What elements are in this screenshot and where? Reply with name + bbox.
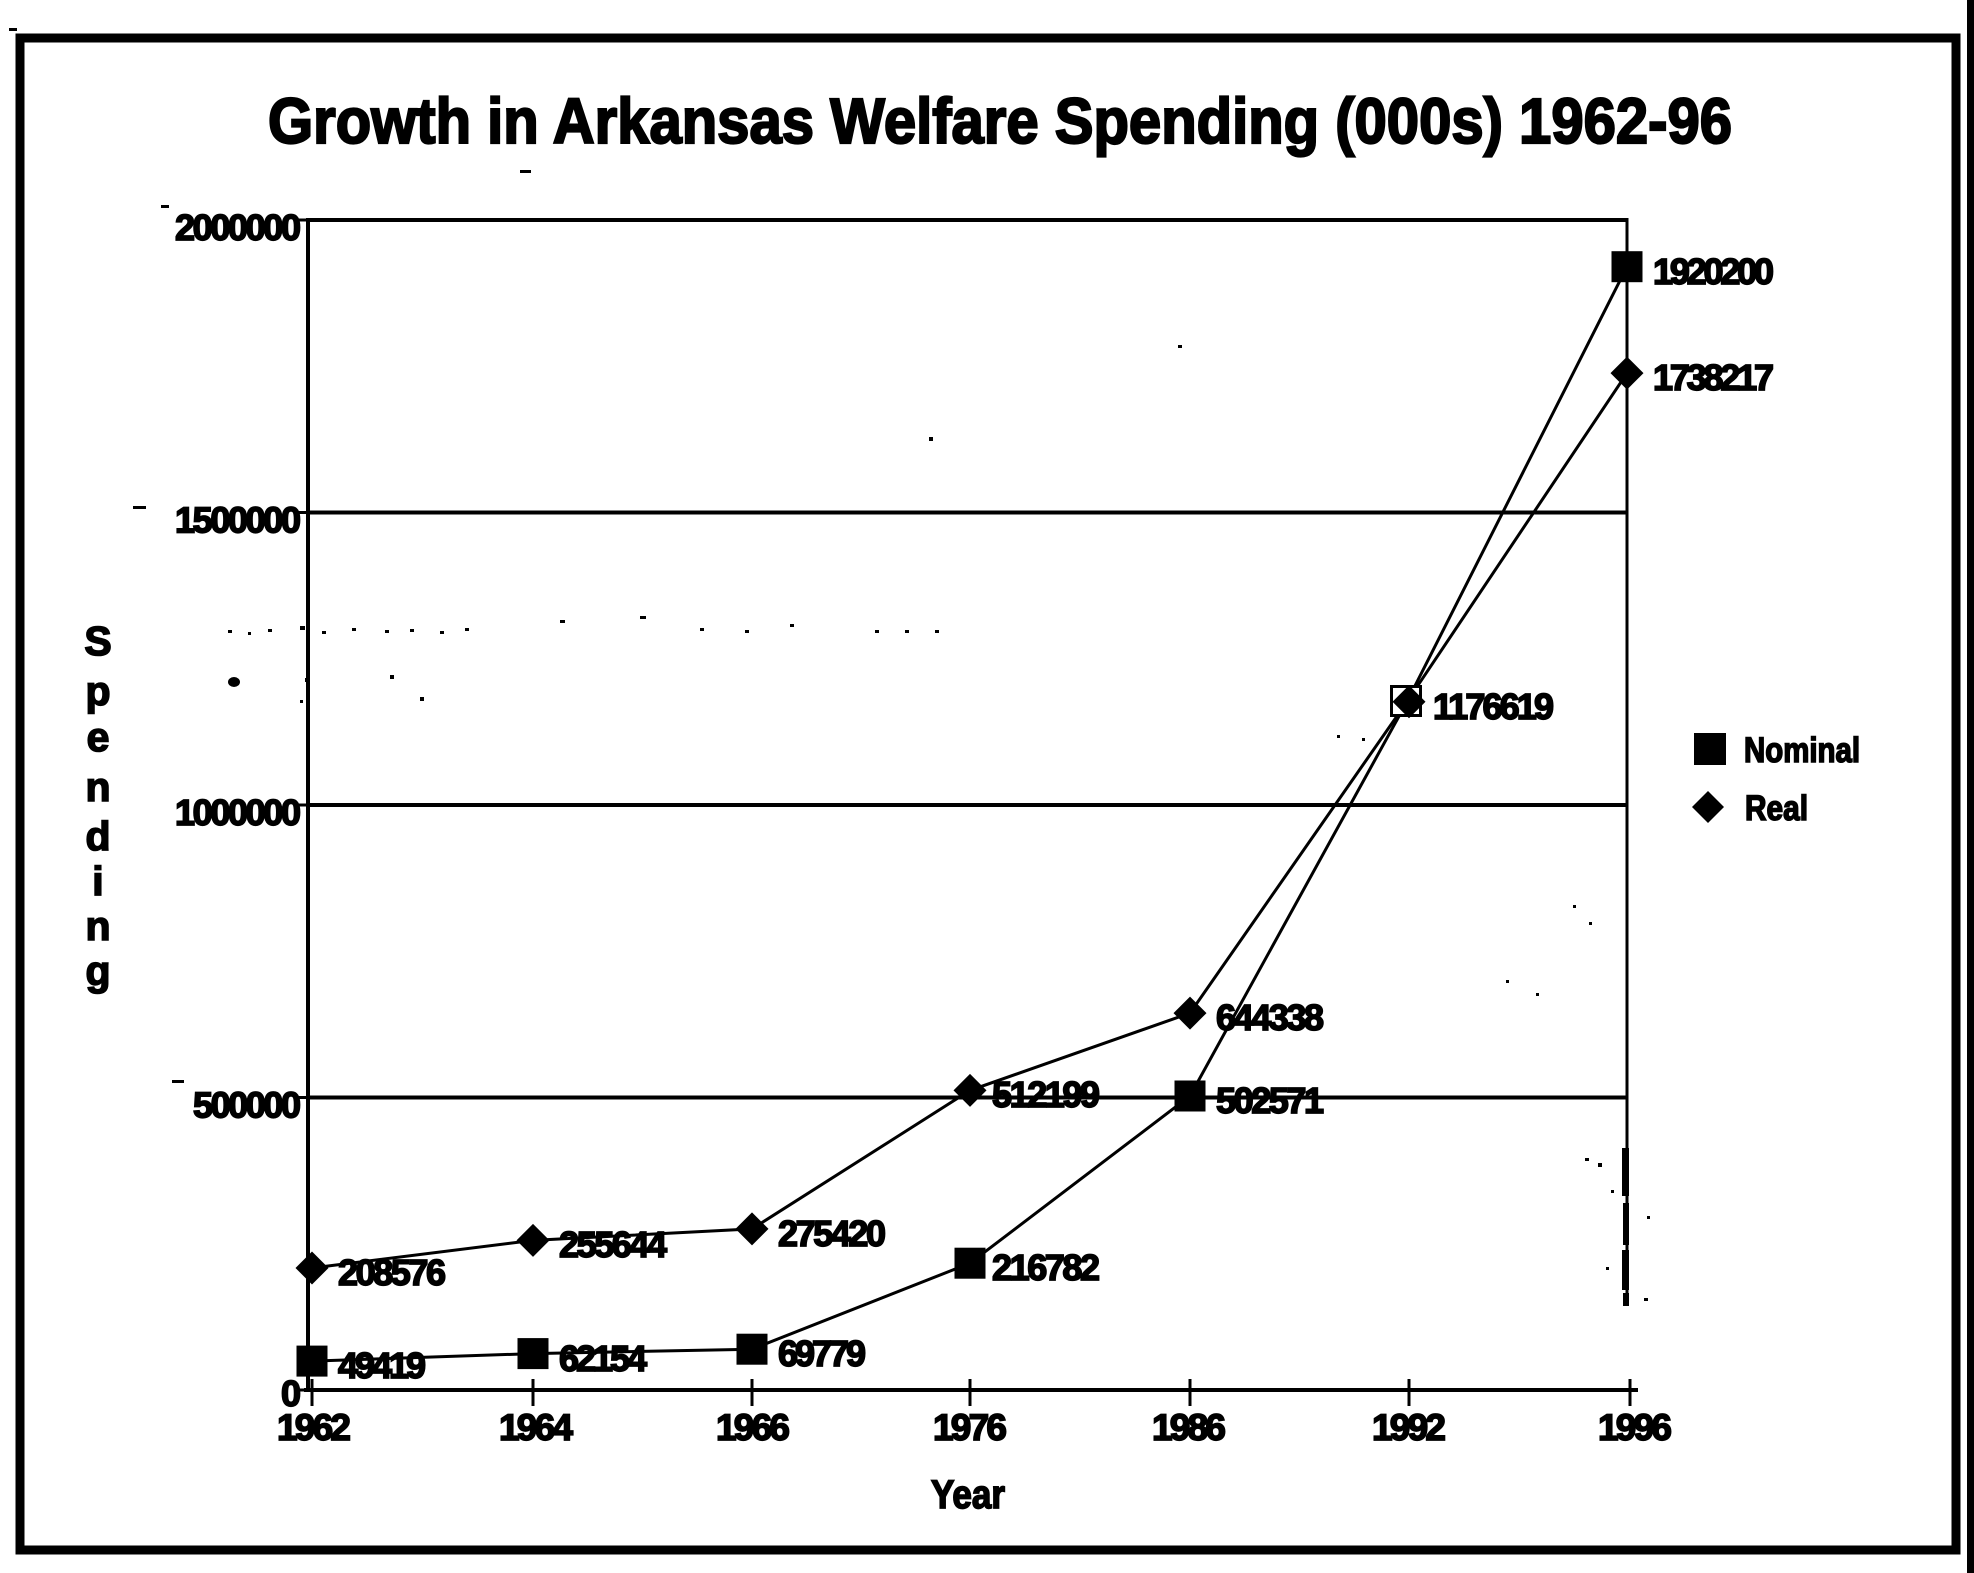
svg-text:n: n <box>85 764 110 810</box>
svg-text:0: 0 <box>281 1373 301 1414</box>
svg-text:208576: 208576 <box>338 1252 446 1293</box>
svg-text:S: S <box>84 618 111 664</box>
svg-text:p: p <box>85 668 110 714</box>
svg-text:1976: 1976 <box>933 1407 1007 1448</box>
svg-text:216782: 216782 <box>992 1247 1100 1288</box>
svg-text:49419: 49419 <box>338 1345 426 1386</box>
svg-text:1964: 1964 <box>499 1407 573 1448</box>
svg-text:1176619: 1176619 <box>1433 686 1554 727</box>
svg-text:1992: 1992 <box>1372 1407 1446 1448</box>
svg-text:512199: 512199 <box>992 1074 1100 1115</box>
svg-text:255644: 255644 <box>559 1224 667 1265</box>
svg-text:Real: Real <box>1745 789 1808 828</box>
svg-text:e: e <box>87 714 110 760</box>
svg-text:69779: 69779 <box>778 1333 866 1374</box>
svg-text:502571: 502571 <box>1216 1080 1324 1121</box>
svg-text:62154: 62154 <box>559 1338 647 1379</box>
svg-text:i: i <box>92 858 103 904</box>
svg-text:1920200: 1920200 <box>1653 251 1774 292</box>
svg-text:644338: 644338 <box>1216 997 1324 1038</box>
svg-text:Growth in Arkansas Welfare Spe: Growth in Arkansas Welfare Spending (000… <box>268 85 1732 157</box>
svg-text:d: d <box>85 813 110 859</box>
svg-text:1962: 1962 <box>277 1407 351 1448</box>
svg-text:275420: 275420 <box>778 1213 886 1254</box>
svg-text:n: n <box>85 903 110 949</box>
svg-text:1966: 1966 <box>716 1407 790 1448</box>
svg-text:1000000: 1000000 <box>175 792 301 833</box>
svg-text:1738217: 1738217 <box>1653 357 1774 398</box>
svg-text:2000000: 2000000 <box>175 207 301 248</box>
svg-text:Nominal: Nominal <box>1744 731 1860 770</box>
svg-text:1986: 1986 <box>1152 1407 1226 1448</box>
svg-text:g: g <box>85 948 110 994</box>
svg-text:1500000: 1500000 <box>175 500 301 541</box>
svg-text:Year: Year <box>931 1473 1005 1517</box>
svg-text:500000: 500000 <box>193 1085 301 1126</box>
svg-text:1996: 1996 <box>1598 1407 1672 1448</box>
